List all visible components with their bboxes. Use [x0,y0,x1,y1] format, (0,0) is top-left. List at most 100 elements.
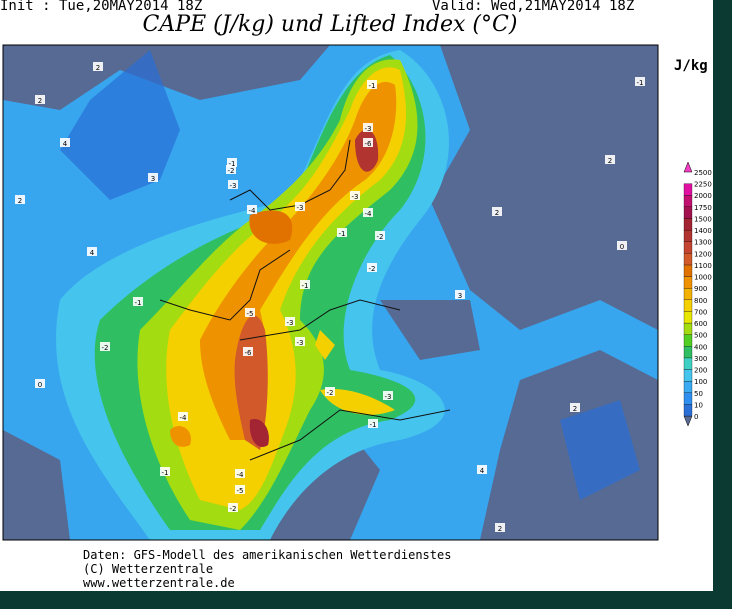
lifted-index-label: 2 [38,97,42,105]
colorbar-cell [683,183,693,196]
label-box [228,180,238,189]
lifted-index-label: 2 [18,197,22,205]
colorbar-label: 50 [694,390,703,398]
lifted-index-label: 2 [573,405,577,413]
lifted-index-label: -6 [245,349,253,357]
colorbar-label: 2000 [694,192,712,200]
lifted-index-label: 0 [38,381,42,389]
colorbar-cell [683,346,693,359]
screen: Init : Tue,20MAY2014 18Z Valid: Wed,21MA… [0,0,713,591]
lifted-index-label: 2 [498,525,502,533]
footer-source: Daten: GFS-Modell des amerikanischen Wet… [83,548,452,562]
colorbar-cell [683,392,693,405]
colorbar-cell [683,195,693,208]
map-frame [2,44,659,541]
colorbar-arrow-low [683,415,693,427]
label-box [325,387,335,396]
lifted-index-label: -2 [230,505,237,513]
lifted-index-label: -1 [637,79,644,87]
colorbar-label: 300 [694,355,707,363]
label-box [35,95,45,104]
colorbar-label: 200 [694,367,707,375]
lifted-index-label: -2 [228,167,235,175]
lifted-index-label: -3 [287,319,294,327]
label-box [93,62,103,71]
colorbar-cell [683,334,693,347]
footer-copyright: (C) Wetterzentrale [83,562,214,576]
colorbar-cell [683,322,693,335]
colorbar-label: 2500 [694,169,712,177]
label-box [350,191,360,200]
map-title: CAPE (J/kg) und Lifted Index (°C) [142,12,518,37]
lifted-index-label: -1 [135,299,142,307]
label-box [226,165,236,174]
label-box [235,469,245,478]
lifted-index-label: -5 [237,487,244,495]
colorbar-label: 10 [694,401,703,409]
colorbar-label: 1100 [694,262,712,270]
label-box [60,138,70,147]
coastlines [159,139,451,461]
colorbar-label: 1200 [694,250,712,258]
lifted-index-label: 4 [480,467,485,475]
lifted-index-label: -4 [180,414,188,422]
footer-url: www.wetterzentrale.de [83,576,235,590]
lifted-index-label: 2 [495,209,499,217]
colorbar-label: 500 [694,332,707,340]
colorbar-cell [683,380,693,393]
lifted-index-label: 0 [620,243,624,251]
colorbar-cell [683,241,693,254]
label-box [363,138,373,147]
colorbar-label: 1400 [694,227,712,235]
colorbar-unit: J/kg [674,58,708,74]
colorbar-cell [683,229,693,242]
label-box [300,280,310,289]
colorbar-cell [683,299,693,312]
lifted-index-label: -2 [377,233,384,241]
label-box [178,412,188,421]
lifted-index-label: -1 [302,282,309,290]
colorbar-label: 1500 [694,215,712,223]
lifted-index-label: 3 [458,292,462,300]
label-box [363,123,373,132]
colorbar-label: 1000 [694,274,712,282]
label-box [243,347,253,356]
colorbar-cell [683,369,693,382]
colorbar-label: 700 [694,308,707,316]
lifted-index-label: 4 [63,140,68,148]
label-box [100,342,110,351]
colorbar-cell [683,218,693,231]
label-box [227,158,237,167]
lifted-index-label: -3 [297,339,304,347]
colorbar-label: 100 [694,378,707,386]
label-box [160,467,170,476]
lifted-index-label: -3 [230,182,237,190]
lifted-index-labels: -1-3-6-3-4-2-1-3-4-3-2-1-2-1-3-5-6-3-1-2… [15,62,645,533]
valid-time: Valid: Wed,21MAY2014 18Z [432,0,635,14]
label-box [295,337,305,346]
label-box [495,523,505,532]
label-box [367,80,377,89]
colorbar-cell [683,253,693,266]
colorbar-cell [683,264,693,277]
colorbar-cell [683,311,693,324]
label-box [228,503,238,512]
lifted-index-label: -4 [365,210,373,218]
label-box [15,195,25,204]
lifted-index-label: 4 [90,249,95,257]
label-box [337,228,347,237]
lifted-index-label: -2 [369,265,376,273]
label-box [133,297,143,306]
colorbar-cell [683,276,693,289]
label-box [635,77,645,86]
label-box [455,290,465,299]
colorbar-cell [683,206,693,219]
lifted-index-label: -1 [369,82,376,90]
label-box [368,419,378,428]
colorbar-label: 400 [694,343,707,351]
colorbar-label: 900 [694,285,707,293]
label-box [235,485,245,494]
colorbar-cell [683,357,693,370]
lifted-index-label: -4 [249,207,257,215]
